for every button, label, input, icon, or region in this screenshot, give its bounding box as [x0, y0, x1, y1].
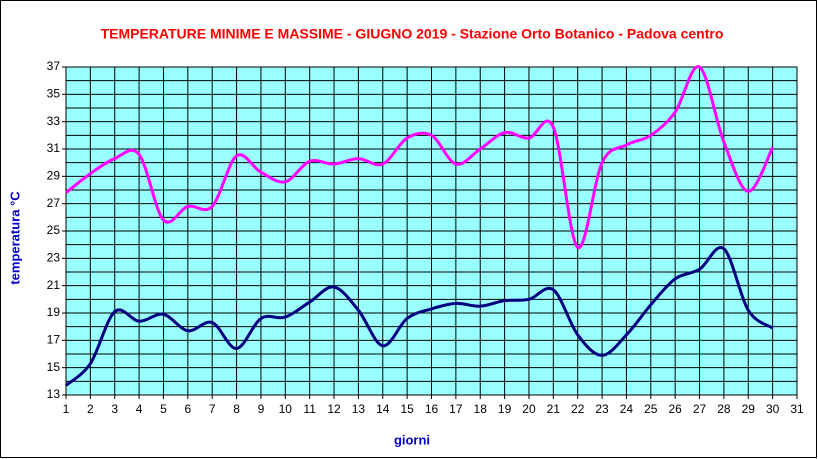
- x-axis-label: giorni: [394, 432, 430, 447]
- y-tick-label: 29: [47, 169, 61, 183]
- x-tick-label: 20: [522, 402, 536, 416]
- x-tick-label: 29: [742, 402, 756, 416]
- y-tick-label: 27: [47, 196, 61, 210]
- y-tick-label: 35: [47, 87, 61, 101]
- y-tick-label: 13: [47, 387, 61, 401]
- y-tick-label: 17: [47, 333, 61, 347]
- x-tick-label: 19: [498, 402, 512, 416]
- x-tick-label: 9: [258, 402, 265, 416]
- x-tick-label: 16: [425, 402, 439, 416]
- x-tick-label: 15: [400, 402, 414, 416]
- y-tick-label: 33: [47, 114, 61, 128]
- x-tick-label: 5: [160, 402, 167, 416]
- x-tick-label: 28: [717, 402, 731, 416]
- x-tick-label: 21: [547, 402, 561, 416]
- y-tick-label: 21: [47, 278, 61, 292]
- x-tick-label: 3: [111, 402, 118, 416]
- x-tick-label: 8: [233, 402, 240, 416]
- chart-title: TEMPERATURE MINIME E MASSIME - GIUGNO 20…: [101, 26, 724, 42]
- x-tick-label: 6: [184, 402, 191, 416]
- x-tick-label: 27: [693, 402, 707, 416]
- y-tick-label: 15: [47, 360, 61, 374]
- series-line: [64, 245, 774, 387]
- x-tick-label: 24: [620, 402, 634, 416]
- x-tick-label: 31: [790, 402, 804, 416]
- y-tick-label: 37: [47, 59, 61, 73]
- x-tick-label: 11: [303, 402, 316, 416]
- x-tick-label: 1: [63, 402, 70, 416]
- y-axis-label: temperatura °C: [7, 191, 22, 285]
- x-tick-label: 7: [209, 402, 216, 416]
- x-tick-label: 25: [644, 402, 658, 416]
- x-tick-label: 13: [352, 402, 366, 416]
- x-tick-label: 4: [136, 402, 143, 416]
- series-line: [65, 65, 774, 249]
- x-tick-label: 17: [449, 402, 463, 416]
- x-tick-label: 26: [668, 402, 682, 416]
- x-tick-label: 22: [571, 402, 585, 416]
- x-tick-label: 30: [766, 402, 780, 416]
- y-tick-label: 31: [47, 141, 61, 155]
- x-tick-label: 10: [279, 402, 293, 416]
- x-tick-label: 12: [327, 402, 341, 416]
- x-tick-label: 2: [87, 402, 94, 416]
- x-tick-label: 23: [595, 402, 609, 416]
- y-tick-label: 23: [47, 251, 61, 265]
- x-tick-label: 14: [376, 402, 390, 416]
- y-tick-label: 25: [47, 223, 61, 237]
- y-tick-label: 19: [47, 305, 61, 319]
- x-tick-label: 18: [474, 402, 488, 416]
